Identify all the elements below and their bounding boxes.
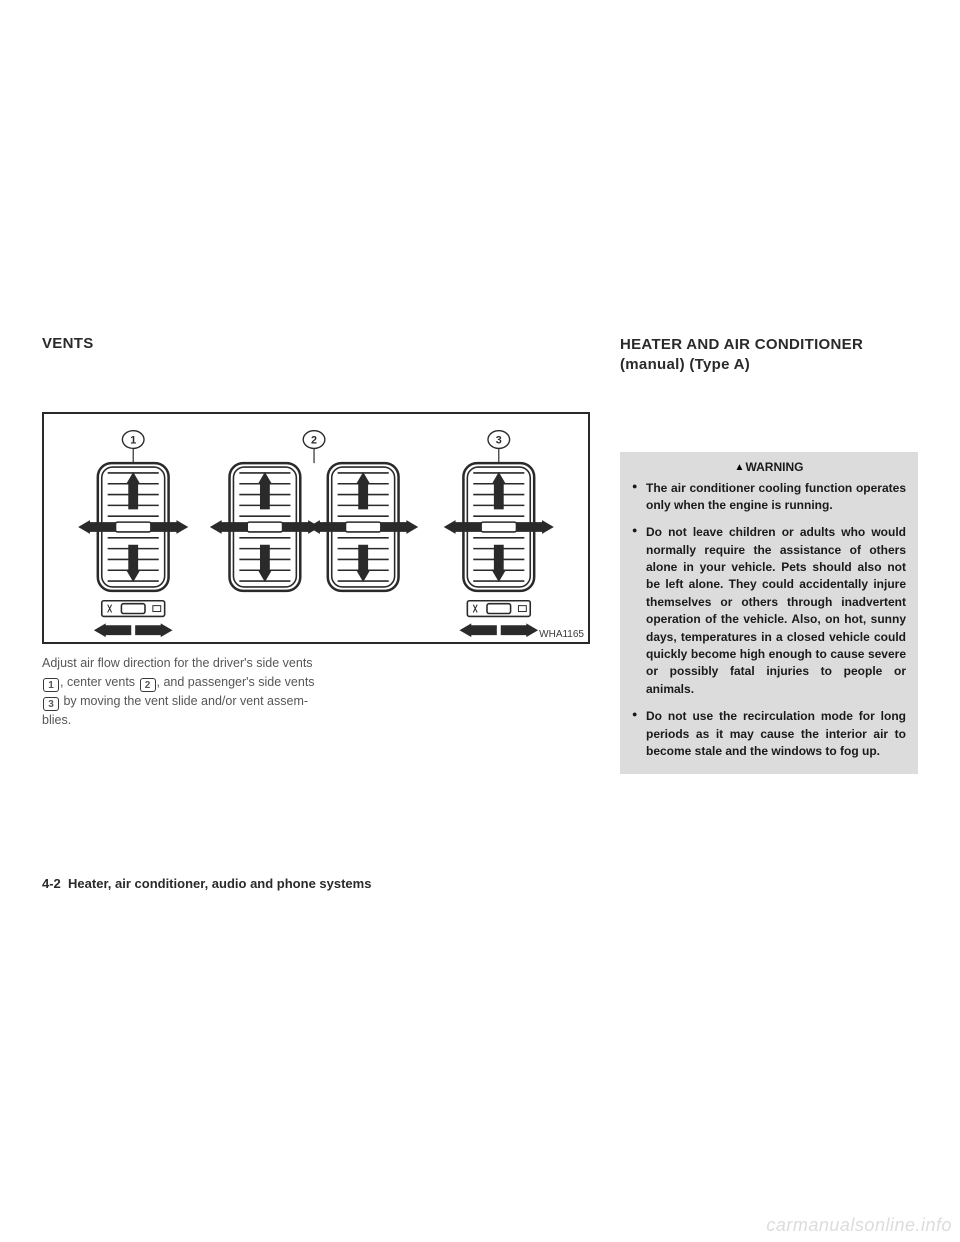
warning-list: The air conditioner cooling function ope… xyxy=(632,480,906,761)
callout-ref-1: 1 xyxy=(43,678,59,692)
vents-heading: VENTS xyxy=(42,335,590,352)
vents-diagram-svg: 1 2 3 xyxy=(44,414,588,642)
svg-text:1: 1 xyxy=(130,434,136,446)
callout-ref-2: 2 xyxy=(140,678,156,692)
warning-box: WARNING The air conditioner cooling func… xyxy=(620,452,918,775)
caption-text: blies. xyxy=(42,713,71,727)
hvac-heading-line1: HEATER AND AIR CONDITIONER xyxy=(620,336,863,353)
caption-text: by moving the vent slide and/or vent ass… xyxy=(60,694,308,708)
figure-caption: Adjust air flow direction for the driver… xyxy=(42,654,342,730)
warning-item: The air conditioner cooling function ope… xyxy=(632,480,906,515)
caption-text: , and passenger's side vents xyxy=(157,675,315,689)
chapter-title: Heater, air conditioner, audio and phone… xyxy=(68,876,371,891)
warning-item: Do not leave children or adults who woul… xyxy=(632,524,906,698)
svg-text:2: 2 xyxy=(311,434,317,446)
hvac-heading-line2: (manual) (Type A) xyxy=(620,356,750,373)
caption-text: , center vents xyxy=(60,675,139,689)
watermark: carmanualsonline.info xyxy=(766,1215,952,1236)
warning-title: WARNING xyxy=(632,460,906,474)
warning-item: Do not use the recirculation mode for lo… xyxy=(632,708,906,760)
callout-ref-3: 3 xyxy=(43,697,59,711)
page-number: 4-2 xyxy=(42,876,61,891)
page-footer: 4-2 Heater, air conditioner, audio and p… xyxy=(42,876,371,891)
svg-text:3: 3 xyxy=(496,434,502,446)
figure-code: WHA1165 xyxy=(539,629,584,640)
hvac-heading: HEATER AND AIR CONDITIONER (manual) (Typ… xyxy=(620,335,918,376)
vents-figure: 1 2 3 WHA1165 xyxy=(42,412,590,644)
caption-text: Adjust air flow direction for the driver… xyxy=(42,656,313,670)
